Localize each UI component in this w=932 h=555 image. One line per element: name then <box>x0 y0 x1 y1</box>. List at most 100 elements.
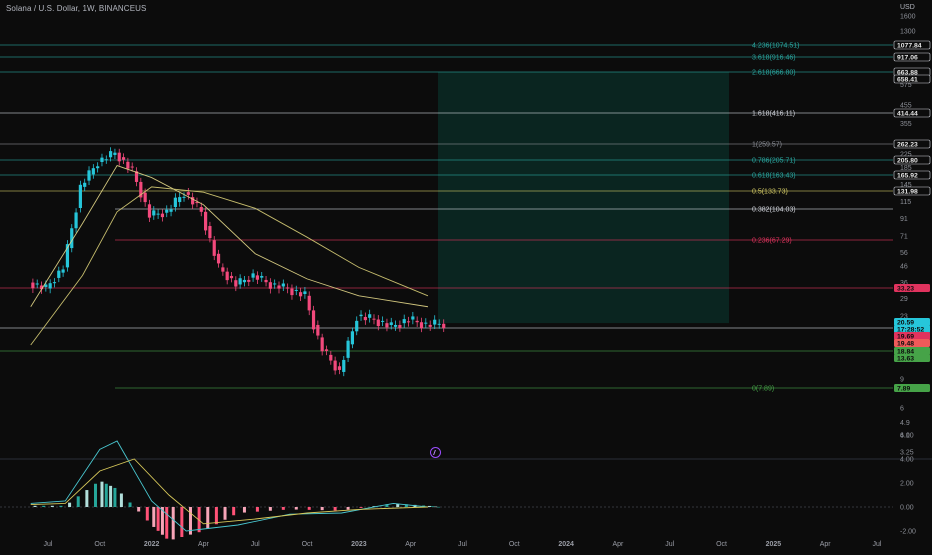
candle-body <box>277 285 281 289</box>
time-axis-tick: Apr <box>405 541 417 548</box>
macd-axis-tick: 0.00 <box>900 505 914 512</box>
macd-histogram-bar <box>165 507 169 539</box>
price-label-text: 658.41 <box>897 77 918 84</box>
candle-body <box>307 295 311 311</box>
candle-body <box>273 283 277 285</box>
macd-histogram-bar <box>197 507 201 533</box>
price-label-text: 165.92 <box>897 173 918 180</box>
candle-body <box>160 213 165 218</box>
fib-level-label: 1(259.57) <box>752 142 782 149</box>
candle-body <box>329 354 333 361</box>
macd-axis-tick: -2.00 <box>900 529 916 536</box>
price-axis-tick: 36 <box>900 280 908 287</box>
price-label-text: 917.06 <box>897 55 918 62</box>
candle-body <box>216 253 221 264</box>
candle-body <box>286 287 290 289</box>
moving-average-line <box>30 186 429 346</box>
candle-body <box>134 171 139 182</box>
price-label-box <box>894 384 930 392</box>
macd-histogram-bar <box>100 481 104 507</box>
fib-level-label: 0.382(104.03) <box>752 207 796 214</box>
price-label-text: 17:28:52 <box>897 327 924 334</box>
price-axis-tick: 4.1 <box>900 433 910 440</box>
candle-body <box>433 319 437 325</box>
macd-histogram-bar <box>33 505 37 507</box>
time-axis-tick: Apr <box>198 541 210 548</box>
macd-histogram-bar <box>307 507 311 510</box>
macd-axis-tick: 2.00 <box>900 481 914 488</box>
macd-histogram-bar <box>294 507 298 510</box>
price-label-text: 1077.84 <box>897 43 922 50</box>
macd-histogram-bar <box>42 505 46 507</box>
candle-body <box>96 166 100 169</box>
fib-level-label: 0.786(205.71) <box>752 158 796 165</box>
candle-body <box>355 320 359 332</box>
macd-histogram-bar <box>119 493 123 507</box>
candle-body <box>442 323 446 329</box>
candle-body <box>126 161 130 169</box>
candle-body <box>104 159 108 161</box>
candle-body <box>281 283 285 287</box>
time-axis-tick: Apr <box>612 541 624 548</box>
macd-histogram-bar <box>180 507 184 537</box>
price-label-text: 33.23 <box>897 286 914 293</box>
price-axis-tick: 1600 <box>900 14 916 21</box>
macd-histogram-bar <box>50 505 54 507</box>
price-label-box <box>893 40 931 50</box>
macd-histogram-bar <box>223 507 227 520</box>
macd-histogram-bar <box>59 505 63 507</box>
price-axis-tick: 3.25 <box>900 450 914 457</box>
candle-body <box>389 322 393 325</box>
candle-body <box>428 324 432 327</box>
price-axis-tick: 185 <box>900 165 912 172</box>
candle-body <box>65 244 70 268</box>
time-axis-tick: Oct <box>509 541 520 548</box>
candle-body <box>208 226 212 239</box>
candle-body <box>316 324 320 336</box>
macd-histogram-bar <box>385 504 389 507</box>
candle-body <box>298 292 303 297</box>
time-axis-tick: Jul <box>458 541 467 548</box>
fib-level-label: 1.618(416.11) <box>752 111 795 118</box>
candle-body <box>87 170 91 181</box>
candle-body <box>242 279 247 283</box>
price-label-text: 18.84 <box>897 349 914 356</box>
macd-histogram-bar <box>160 507 164 535</box>
price-label-text: 7.89 <box>897 386 910 393</box>
time-axis-tick: Jul <box>251 541 260 548</box>
price-label-box <box>893 139 931 149</box>
price-label-box <box>894 347 930 355</box>
candle-body <box>424 322 428 324</box>
price-label-text: 20.59 <box>897 320 914 327</box>
macd-histogram-bar <box>268 507 272 511</box>
candle-body <box>221 267 225 272</box>
candle-body <box>398 324 402 328</box>
candle-body <box>169 209 173 212</box>
candle-body <box>393 324 398 327</box>
macd-histogram-bar <box>156 507 160 531</box>
candle-body <box>100 157 104 162</box>
candle-body <box>48 283 52 289</box>
price-label-box <box>893 52 931 62</box>
macd-histogram-bar <box>76 496 80 507</box>
candle-body <box>156 213 160 215</box>
price-label-box <box>893 170 931 180</box>
price-label-box <box>893 74 931 84</box>
time-axis-tick: Jul <box>665 541 674 548</box>
flash-icon[interactable] <box>430 447 441 458</box>
candle-body <box>186 192 190 195</box>
fib-level-label: 3.618(916.46) <box>752 55 796 62</box>
price-axis-tick: 71 <box>900 234 908 241</box>
candle-body <box>402 319 406 324</box>
time-axis-tick: 2023 <box>351 541 367 548</box>
price-label-text: 663.88 <box>897 70 918 77</box>
candle-body <box>247 279 251 282</box>
candle-body <box>303 291 307 294</box>
candle-body <box>165 209 169 213</box>
fib-level-label: 2.618(666.80) <box>752 70 796 77</box>
candle-body <box>78 184 82 209</box>
fib-level-label: 0.618(163.43) <box>752 173 796 180</box>
candle-body <box>61 269 65 273</box>
